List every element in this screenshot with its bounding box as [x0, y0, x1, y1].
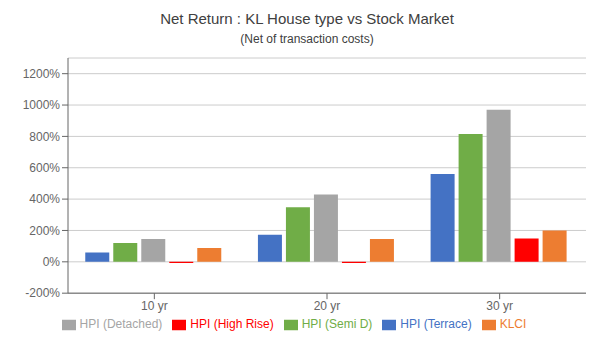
svg-text:200%: 200% [29, 224, 60, 238]
svg-text:0%: 0% [43, 255, 61, 269]
svg-text:-200%: -200% [25, 286, 60, 300]
html-text:HPI (Terrace): HPI (Terrace) [400, 317, 472, 332]
svg-text:400%: 400% [29, 192, 60, 206]
html-text:HPI (High Rise): HPI (High Rise) [190, 317, 274, 332]
svg-text:20 yr: 20 yr [314, 299, 341, 313]
svg-text:1000%: 1000% [23, 98, 61, 112]
svg-text:10 yr: 10 yr [141, 299, 168, 313]
svg-text:1200%: 1200% [23, 67, 61, 81]
html-text:HPI (Detached): HPI (Detached) [79, 317, 163, 332]
svg-text:30 yr: 30 yr [486, 299, 513, 313]
html-text:Net Return : KL House type vs: Net Return : KL House type vs Stock Mark… [160, 10, 454, 27]
html-text:HPI (Semi D): HPI (Semi D) [301, 317, 373, 332]
svg-text:600%: 600% [29, 161, 60, 175]
html-text:(Net of transaction costs): (Net of transaction costs) [240, 32, 374, 46]
html-text:KLCI: KLCI [499, 317, 527, 332]
svg-text:800%: 800% [29, 130, 60, 144]
